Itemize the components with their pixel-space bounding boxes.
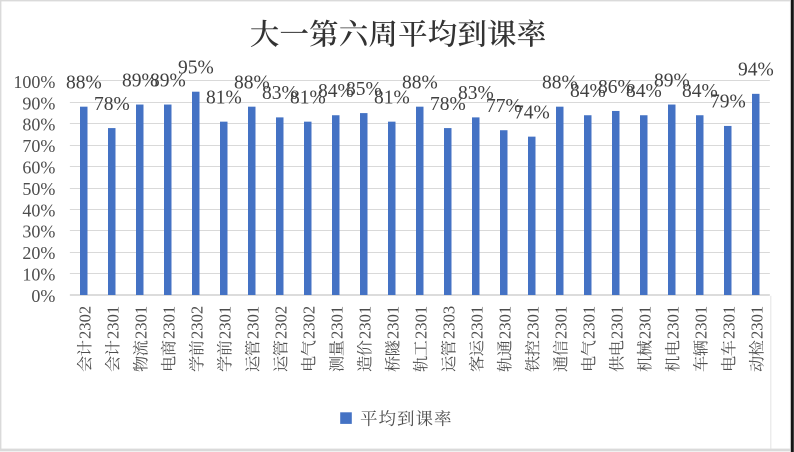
svg-text:77%: 77% [486, 96, 522, 117]
svg-text:78%: 78% [94, 94, 130, 115]
svg-text:2301: 2301 [131, 306, 150, 339]
svg-text:2301: 2301 [411, 306, 430, 339]
svg-text:83%: 83% [458, 83, 494, 104]
svg-text:81%: 81% [374, 87, 410, 108]
svg-text:2301: 2301 [383, 306, 402, 339]
svg-text:81%: 81% [290, 87, 326, 108]
svg-text:2301: 2301 [243, 306, 262, 339]
svg-text:2302: 2302 [271, 306, 290, 339]
svg-text:86%: 86% [598, 77, 634, 98]
svg-text:2301: 2301 [719, 306, 738, 339]
svg-text:88%: 88% [542, 72, 578, 93]
svg-text:2301: 2301 [663, 306, 682, 339]
svg-text:84%: 84% [626, 81, 662, 102]
svg-text:74%: 74% [514, 102, 550, 123]
svg-text:2301: 2301 [579, 306, 598, 339]
svg-text:89%: 89% [150, 70, 186, 91]
svg-text:90%: 90% [22, 93, 55, 113]
svg-text:79%: 79% [710, 92, 746, 113]
svg-text:2301: 2301 [747, 306, 766, 339]
svg-text:84%: 84% [682, 81, 718, 102]
svg-text:2301: 2301 [635, 306, 654, 339]
svg-text:2301: 2301 [691, 306, 710, 339]
svg-text:40%: 40% [22, 200, 55, 220]
svg-text:2301: 2301 [551, 306, 570, 339]
svg-text:84%: 84% [318, 81, 354, 102]
svg-text:2301: 2301 [607, 306, 626, 339]
svg-text:0%: 0% [31, 286, 55, 306]
svg-text:85%: 85% [346, 79, 382, 100]
svg-text:78%: 78% [430, 94, 466, 115]
svg-text:2301: 2301 [159, 306, 178, 339]
svg-text:2303: 2303 [439, 306, 458, 339]
svg-text:89%: 89% [654, 70, 690, 91]
svg-text:100%: 100% [13, 72, 55, 92]
svg-text:2301: 2301 [467, 306, 486, 339]
svg-text:84%: 84% [570, 81, 606, 102]
svg-text:94%: 94% [738, 60, 774, 81]
svg-text:10%: 10% [22, 265, 55, 285]
svg-text:83%: 83% [262, 83, 298, 104]
svg-text:70%: 70% [22, 136, 55, 156]
svg-text:2301: 2301 [355, 306, 374, 339]
svg-text:81%: 81% [206, 87, 242, 108]
svg-text:2301: 2301 [215, 306, 234, 339]
svg-text:88%: 88% [66, 72, 102, 93]
svg-text:60%: 60% [22, 158, 55, 178]
svg-text:2302: 2302 [75, 306, 94, 339]
svg-text:88%: 88% [234, 72, 270, 93]
svg-text:2302: 2302 [187, 306, 206, 339]
svg-text:20%: 20% [22, 243, 55, 263]
svg-text:2301: 2301 [495, 306, 514, 339]
svg-text:2302: 2302 [299, 306, 318, 339]
svg-text:30%: 30% [22, 222, 55, 242]
svg-text:2301: 2301 [327, 306, 346, 339]
svg-text:50%: 50% [22, 179, 55, 199]
svg-text:88%: 88% [402, 72, 438, 93]
svg-text:2301: 2301 [523, 306, 542, 339]
svg-text:80%: 80% [22, 115, 55, 135]
svg-text:95%: 95% [178, 58, 214, 79]
svg-text:89%: 89% [122, 70, 158, 91]
svg-text:2301: 2301 [103, 306, 122, 339]
